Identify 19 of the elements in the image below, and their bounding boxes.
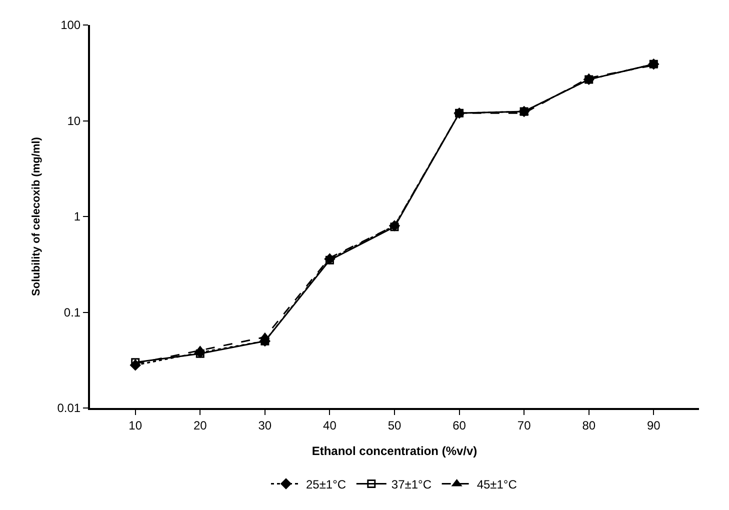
legend-label: 37±1°C (391, 477, 432, 492)
legend-label: 25±1°C (306, 477, 346, 492)
x-tick-label: 60 (452, 418, 466, 432)
y-axis-title: Solubility of celecoxib (mg/ml) (30, 136, 42, 296)
x-tick-label: 80 (582, 418, 596, 432)
x-tick-label: 50 (388, 418, 402, 432)
x-tick-label: 40 (323, 418, 337, 432)
legend-label: 45±1°C (476, 477, 518, 492)
x-tick-label: 90 (646, 418, 661, 432)
x-axis-title: Ethanol concentration (%v/v) (312, 444, 478, 458)
y-tick-label: 100 (60, 18, 81, 32)
x-tick-label: 30 (258, 418, 272, 432)
x-tick-label: 10 (128, 418, 142, 432)
y-tick-label: 0.1 (64, 305, 81, 320)
y-tick-label: 10 (67, 114, 81, 128)
y-tick-label: 0.01 (57, 401, 81, 416)
x-tick-label: 20 (193, 418, 208, 432)
y-tick-label: 1 (74, 210, 81, 224)
x-tick-label: 70 (517, 418, 532, 432)
